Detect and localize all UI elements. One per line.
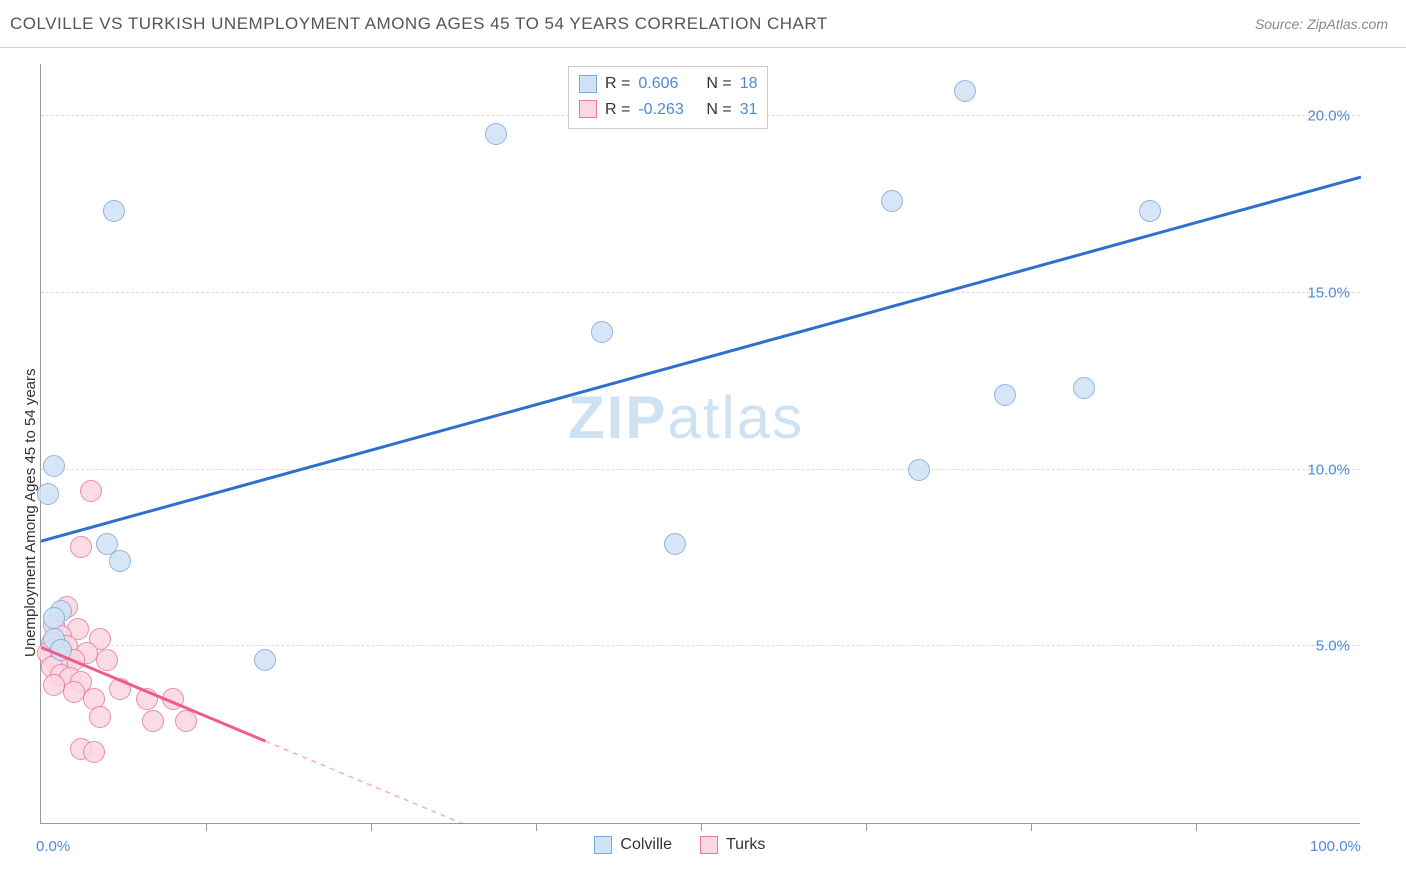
chart-header: COLVILLE VS TURKISH UNEMPLOYMENT AMONG A… bbox=[0, 0, 1406, 48]
trend-line bbox=[41, 64, 1361, 824]
data-point-turks bbox=[142, 710, 164, 732]
r-value: 0.606 bbox=[638, 71, 698, 97]
data-point-colville bbox=[954, 80, 976, 102]
data-point-turks bbox=[70, 536, 92, 558]
n-label: N = bbox=[706, 97, 731, 123]
stats-row-colville: R = 0.606 N = 18 bbox=[579, 71, 757, 97]
x-tick bbox=[701, 823, 702, 831]
y-axis-label: Unemployment Among Ages 45 to 54 years bbox=[22, 368, 39, 657]
data-point-colville bbox=[485, 123, 507, 145]
y-tick-label: 20.0% bbox=[1307, 108, 1350, 125]
r-label: R = bbox=[605, 71, 630, 97]
legend-label: Colville bbox=[620, 836, 672, 854]
data-point-colville bbox=[908, 459, 930, 481]
chart-source: Source: ZipAtlas.com bbox=[1255, 16, 1388, 32]
data-point-colville bbox=[43, 455, 65, 477]
gridline bbox=[41, 645, 1360, 646]
r-value: -0.263 bbox=[638, 97, 698, 123]
swatch-colville bbox=[579, 75, 597, 93]
n-value: 18 bbox=[740, 71, 758, 97]
data-point-turks bbox=[96, 649, 118, 671]
x-tick bbox=[1031, 823, 1032, 831]
stats-row-turks: R = -0.263 N = 31 bbox=[579, 97, 757, 123]
y-tick-label: 10.0% bbox=[1307, 461, 1350, 478]
x-min-label: 0.0% bbox=[36, 838, 70, 855]
x-tick bbox=[866, 823, 867, 831]
data-point-colville bbox=[43, 607, 65, 629]
x-tick bbox=[1196, 823, 1197, 831]
data-point-turks bbox=[162, 688, 184, 710]
data-point-colville bbox=[1139, 200, 1161, 222]
x-tick bbox=[536, 823, 537, 831]
data-point-turks bbox=[136, 688, 158, 710]
data-point-colville bbox=[254, 649, 276, 671]
gridline bbox=[41, 469, 1360, 470]
data-point-turks bbox=[80, 480, 102, 502]
r-label: R = bbox=[605, 97, 630, 123]
data-point-turks bbox=[83, 741, 105, 763]
chart-title: COLVILLE VS TURKISH UNEMPLOYMENT AMONG A… bbox=[10, 14, 828, 34]
n-label: N = bbox=[706, 71, 731, 97]
swatch-colville bbox=[594, 836, 612, 854]
legend-label: Turks bbox=[726, 836, 765, 854]
y-tick-label: 15.0% bbox=[1307, 284, 1350, 301]
swatch-turks bbox=[700, 836, 718, 854]
data-point-colville bbox=[591, 321, 613, 343]
data-point-colville bbox=[881, 190, 903, 212]
series-legend: Colville Turks bbox=[594, 836, 765, 854]
x-max-label: 100.0% bbox=[1310, 838, 1361, 855]
data-point-colville bbox=[37, 483, 59, 505]
data-point-colville bbox=[994, 384, 1016, 406]
legend-item-colville[interactable]: Colville bbox=[594, 836, 672, 854]
stats-legend: R = 0.606 N = 18 R = -0.263 N = 31 bbox=[568, 66, 768, 129]
data-point-turks bbox=[43, 674, 65, 696]
y-tick-label: 5.0% bbox=[1316, 638, 1350, 655]
data-point-colville bbox=[50, 639, 72, 661]
plot-area: 5.0% 10.0% 15.0% 20.0% bbox=[40, 64, 1360, 824]
data-point-turks bbox=[175, 710, 197, 732]
data-point-colville bbox=[664, 533, 686, 555]
data-point-turks bbox=[109, 678, 131, 700]
data-point-turks bbox=[89, 706, 111, 728]
n-value: 31 bbox=[740, 97, 758, 123]
data-point-colville bbox=[1073, 377, 1095, 399]
trend-line bbox=[41, 64, 1361, 824]
data-point-colville bbox=[109, 550, 131, 572]
data-point-colville bbox=[103, 200, 125, 222]
data-point-turks bbox=[63, 681, 85, 703]
x-tick bbox=[206, 823, 207, 831]
swatch-turks bbox=[579, 100, 597, 118]
gridline bbox=[41, 292, 1360, 293]
legend-item-turks[interactable]: Turks bbox=[700, 836, 765, 854]
x-tick bbox=[371, 823, 372, 831]
